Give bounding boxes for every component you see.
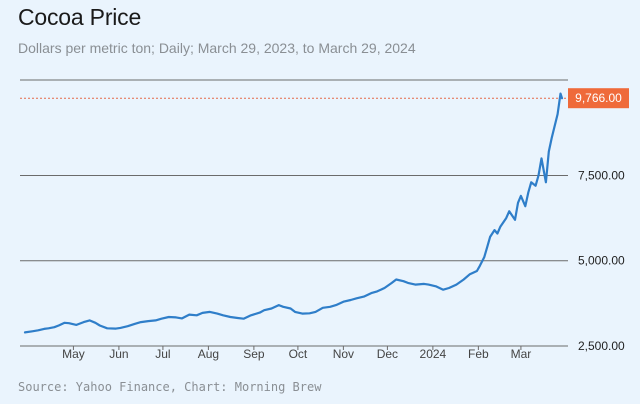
y-tick-label: 7,500.00: [578, 168, 625, 182]
x-tick-label: Sep: [243, 347, 265, 361]
last-value-badge: 9,766.00: [568, 88, 629, 109]
y-tick-label: 5,000.00: [578, 254, 625, 268]
last-value-badge-bg: [568, 88, 629, 109]
x-tick-label: Dec: [377, 347, 398, 361]
x-tick-label: Mar: [511, 347, 532, 361]
x-tick-label: Aug: [198, 347, 219, 361]
x-tick-label: Nov: [333, 347, 354, 361]
y-tick-label: 2,500.00: [578, 339, 625, 353]
y-axis-ticks: 2,500.00 5,000.00 7,500.00: [578, 168, 625, 353]
last-value-label: 9,766.00: [575, 91, 622, 105]
x-axis-ticks: May Jun Jul Aug Sep Oct Nov Dec 2024 Feb Mar: [62, 346, 531, 361]
price-series: [23, 92, 564, 334]
x-tick-label: Jul: [155, 347, 170, 361]
x-tick-label: Feb: [468, 347, 489, 361]
x-tick-label: May: [62, 347, 85, 361]
chart-subtitle: Dollars per metric ton; Daily; March 29,…: [18, 40, 416, 56]
gridlines: [20, 79, 568, 347]
chart-title: Cocoa Price: [18, 4, 142, 30]
x-tick-label: Oct: [289, 347, 308, 361]
chart-source: Source: Yahoo Finance, Chart: Morning Br…: [18, 380, 322, 394]
series-line: [23, 92, 564, 334]
x-tick-label: 2024: [420, 347, 447, 361]
x-tick-label: Jun: [109, 347, 128, 361]
